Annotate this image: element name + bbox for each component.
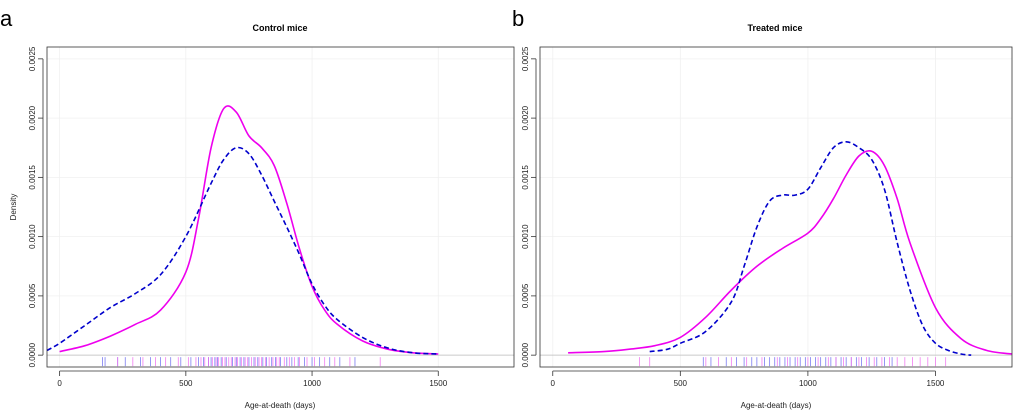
panel-treated: b Treated mice 0 500 1000 1500 0.0000 0.0005… xyxy=(512,6,1013,410)
x-axis: 0 500 1000 1500 xyxy=(551,370,945,388)
y-tick-label: 0.0000 xyxy=(28,342,37,367)
x-tick-label: 1500 xyxy=(927,379,945,388)
panel-letter: a xyxy=(0,6,13,31)
chart-title: Control mice xyxy=(252,23,307,33)
y-axis: 0.0000 0.0005 0.0010 0.0015 0.0020 0.0025 xyxy=(521,46,537,367)
x-tick-label: 0 xyxy=(57,379,62,388)
y-tick-label: 0.0010 xyxy=(521,224,530,249)
plot-frame xyxy=(46,46,515,368)
x-tick-label: 1000 xyxy=(303,379,321,388)
y-tick-label: 0.0015 xyxy=(521,165,530,190)
y-tick-label: 0.0020 xyxy=(28,105,37,130)
density-line-female xyxy=(59,105,439,355)
plot-frame xyxy=(539,46,1013,368)
x-tick-label: 0 xyxy=(551,379,556,388)
y-tick-label: 0.0025 xyxy=(521,46,530,71)
density-line-female xyxy=(568,150,1013,355)
y-axis: 0.0000 0.0005 0.0010 0.0015 0.0020 0.0025 xyxy=(28,46,44,367)
x-tick-label: 500 xyxy=(674,379,688,388)
y-tick-label: 0.0005 xyxy=(521,283,530,308)
y-tick-label: 0.0025 xyxy=(28,46,37,71)
rug-marks xyxy=(639,357,947,367)
x-tick-label: 1000 xyxy=(799,379,817,388)
y-axis-label: Density xyxy=(9,194,18,221)
x-axis-label: Age-at-death (days) xyxy=(741,401,812,410)
x-axis-label: Age-at-death (days) xyxy=(245,401,316,410)
x-tick-label: 500 xyxy=(179,379,193,388)
chart-title: Treated mice xyxy=(747,23,802,33)
y-tick-label: 0.0005 xyxy=(28,283,37,308)
y-tick-label: 0.0020 xyxy=(521,105,530,130)
x-axis: 0 500 1000 1500 xyxy=(57,370,448,388)
density-line-male xyxy=(46,146,439,355)
rug-marks xyxy=(102,357,381,367)
grid-lines xyxy=(47,47,514,367)
x-tick-label: 1500 xyxy=(429,379,447,388)
panel-control: a Control mice 0 500 1000 1500 0.0000 0.0005… xyxy=(0,6,515,410)
y-tick-label: 0.0000 xyxy=(521,342,530,367)
panel-letter: b xyxy=(512,6,524,31)
grid-lines xyxy=(540,47,1012,367)
y-tick-label: 0.0010 xyxy=(28,224,37,249)
y-tick-label: 0.0015 xyxy=(28,165,37,190)
density-curves xyxy=(46,105,439,355)
density-curves xyxy=(568,140,1013,356)
density-line-male xyxy=(649,140,972,356)
